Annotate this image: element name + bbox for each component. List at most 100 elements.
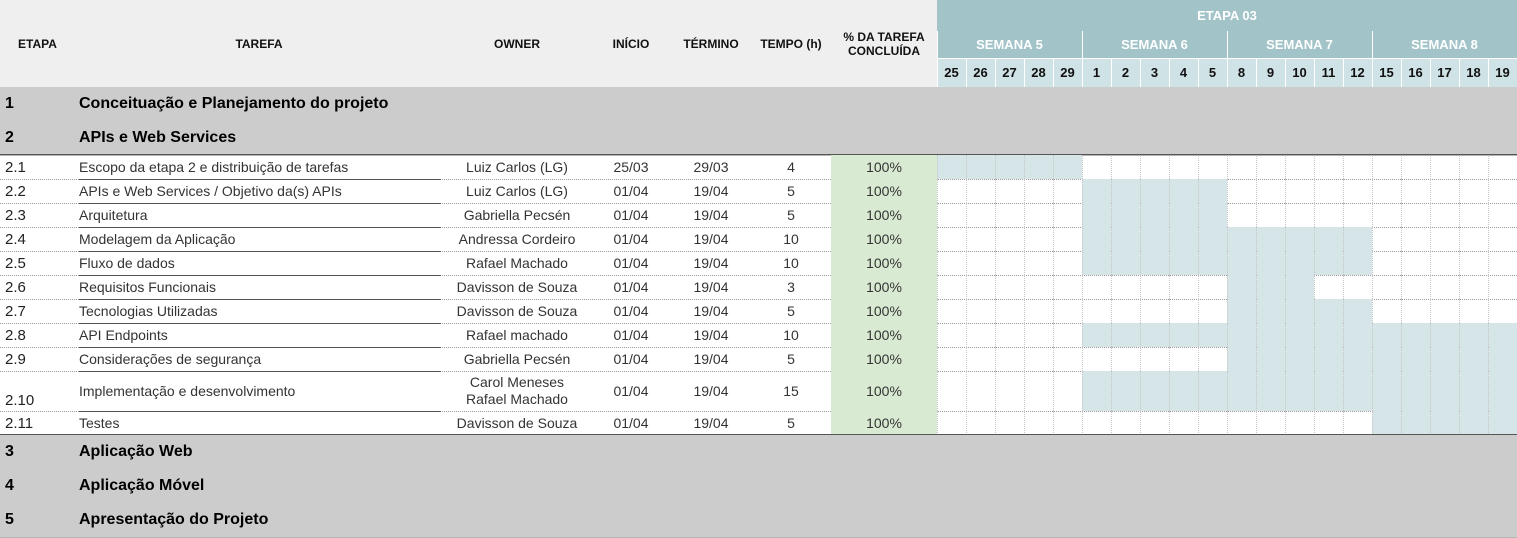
gantt-cell[interactable] xyxy=(937,203,966,227)
task-owner[interactable]: Luiz Carlos (LG) xyxy=(466,158,568,175)
day-header[interactable]: 3 xyxy=(1140,58,1169,87)
gantt-cell[interactable] xyxy=(966,323,995,347)
task-percent[interactable]: 100% xyxy=(831,179,937,203)
gantt-cell[interactable] xyxy=(1053,227,1082,251)
day-header[interactable]: 29 xyxy=(1053,58,1082,87)
day-header[interactable]: 2 xyxy=(1111,58,1140,87)
gantt-cell[interactable] xyxy=(1140,411,1169,435)
task-name[interactable]: Modelagem da Aplicação xyxy=(79,231,236,247)
task-percent[interactable]: 100% xyxy=(831,299,937,323)
phase-row[interactable]: 3 Aplicação Web xyxy=(0,435,1517,470)
gantt-bar-cell[interactable] xyxy=(1343,227,1372,251)
gantt-cell[interactable] xyxy=(1024,347,1053,371)
gantt-bar-cell[interactable] xyxy=(1285,275,1314,299)
task-start[interactable]: 01/04 xyxy=(613,327,649,343)
gantt-cell[interactable] xyxy=(1372,251,1401,275)
gantt-cell[interactable] xyxy=(1459,227,1488,251)
task-end[interactable]: 19/04 xyxy=(693,231,729,247)
gantt-bar-cell[interactable] xyxy=(1227,347,1256,371)
gantt-cell[interactable] xyxy=(1314,155,1343,179)
task-row[interactable]: 2.7 Tecnologias Utilizadas Davisson de Sou… xyxy=(0,299,1517,324)
gantt-bar-cell[interactable] xyxy=(1401,323,1430,347)
task-hours[interactable]: 3 xyxy=(787,279,795,295)
task-start[interactable]: 01/04 xyxy=(613,207,649,223)
gantt-cell[interactable] xyxy=(1488,179,1517,203)
gantt-cell[interactable] xyxy=(1140,155,1169,179)
task-start[interactable]: 01/04 xyxy=(613,303,649,319)
task-percent[interactable]: 100% xyxy=(831,411,937,435)
gantt-cell[interactable] xyxy=(1314,411,1343,435)
task-percent[interactable]: 100% xyxy=(831,323,937,347)
gantt-bar-cell[interactable] xyxy=(966,155,995,179)
task-percent[interactable]: 100% xyxy=(831,371,937,411)
gantt-cell[interactable] xyxy=(1401,179,1430,203)
gantt-bar-cell[interactable] xyxy=(1314,299,1343,323)
task-name[interactable]: APIs e Web Services / Objetivo da(s) API… xyxy=(79,183,342,199)
gantt-bar-cell[interactable] xyxy=(1314,371,1343,411)
task-row[interactable]: 2.3 Arquitetura Gabriella Pecsén 01/04 19/04… xyxy=(0,203,1517,228)
gantt-cell[interactable] xyxy=(1314,179,1343,203)
gantt-cell[interactable] xyxy=(1024,323,1053,347)
day-header[interactable]: 25 xyxy=(937,58,966,87)
gantt-bar-cell[interactable] xyxy=(1227,275,1256,299)
gantt-bar-cell[interactable] xyxy=(1227,227,1256,251)
gantt-cell[interactable] xyxy=(1053,299,1082,323)
task-end[interactable]: 19/04 xyxy=(693,207,729,223)
week-header[interactable]: SEMANA 5 xyxy=(937,31,1082,58)
header-owner[interactable]: OWNER xyxy=(494,36,540,51)
gantt-bar-cell[interactable] xyxy=(1140,323,1169,347)
task-end[interactable]: 29/03 xyxy=(693,159,729,175)
gantt-bar-cell[interactable] xyxy=(1140,227,1169,251)
gantt-cell[interactable] xyxy=(1082,275,1111,299)
task-hours[interactable]: 5 xyxy=(787,415,795,431)
phase-row[interactable]: 1 Conceituação e Planejamento do projeto xyxy=(0,87,1517,122)
gantt-cell[interactable] xyxy=(1285,411,1314,435)
task-owner[interactable]: Davisson de Souza xyxy=(456,414,578,431)
gantt-cell[interactable] xyxy=(1488,203,1517,227)
task-owner[interactable]: Luiz Carlos (LG) xyxy=(466,182,568,199)
gantt-cell[interactable] xyxy=(1053,347,1082,371)
gantt-cell[interactable] xyxy=(995,179,1024,203)
week-header[interactable]: SEMANA 7 xyxy=(1227,31,1372,58)
task-percent[interactable]: 100% xyxy=(831,275,937,299)
gantt-bar-cell[interactable] xyxy=(1430,347,1459,371)
gantt-cell[interactable] xyxy=(1111,411,1140,435)
task-owner[interactable]: Andressa Cordeiro xyxy=(458,230,576,247)
task-owner[interactable]: Gabriella Pecsén xyxy=(463,206,571,223)
day-header[interactable]: 8 xyxy=(1227,58,1256,87)
task-row[interactable]: 2.6 Requisitos Funcionais Davisson de Souz… xyxy=(0,275,1517,300)
gantt-cell[interactable] xyxy=(1430,203,1459,227)
gantt-cell[interactable] xyxy=(995,323,1024,347)
gantt-cell[interactable] xyxy=(966,203,995,227)
day-header[interactable]: 15 xyxy=(1372,58,1401,87)
gantt-cell[interactable] xyxy=(1053,251,1082,275)
header-tempo[interactable]: TEMPO (h) xyxy=(760,36,822,51)
gantt-cell[interactable] xyxy=(1024,299,1053,323)
gantt-bar-cell[interactable] xyxy=(1343,347,1372,371)
task-hours[interactable]: 5 xyxy=(787,351,795,367)
gantt-bar-cell[interactable] xyxy=(1198,227,1227,251)
day-header[interactable]: 4 xyxy=(1169,58,1198,87)
gantt-bar-cell[interactable] xyxy=(1285,347,1314,371)
gantt-bar-cell[interactable] xyxy=(1140,251,1169,275)
gantt-bar-cell[interactable] xyxy=(1314,227,1343,251)
header-inicio[interactable]: INÍCIO xyxy=(612,36,650,51)
gantt-cell[interactable] xyxy=(1227,411,1256,435)
task-hours[interactable]: 5 xyxy=(787,207,795,223)
task-end[interactable]: 19/04 xyxy=(693,183,729,199)
gantt-bar-cell[interactable] xyxy=(1111,323,1140,347)
gantt-cell[interactable] xyxy=(1111,275,1140,299)
task-owner[interactable]: Rafael Machado xyxy=(466,254,568,271)
task-start[interactable]: 25/03 xyxy=(613,159,649,175)
gantt-bar-cell[interactable] xyxy=(1459,411,1488,435)
gantt-cell[interactable] xyxy=(1372,227,1401,251)
gantt-cell[interactable] xyxy=(995,227,1024,251)
gantt-cell[interactable] xyxy=(966,371,995,411)
gantt-cell[interactable] xyxy=(1169,275,1198,299)
task-name[interactable]: Requisitos Funcionais xyxy=(79,279,216,295)
gantt-cell[interactable] xyxy=(937,179,966,203)
gantt-bar-cell[interactable] xyxy=(1256,227,1285,251)
gantt-cell[interactable] xyxy=(1256,179,1285,203)
gantt-cell[interactable] xyxy=(1372,155,1401,179)
task-percent[interactable]: 100% xyxy=(831,155,937,179)
